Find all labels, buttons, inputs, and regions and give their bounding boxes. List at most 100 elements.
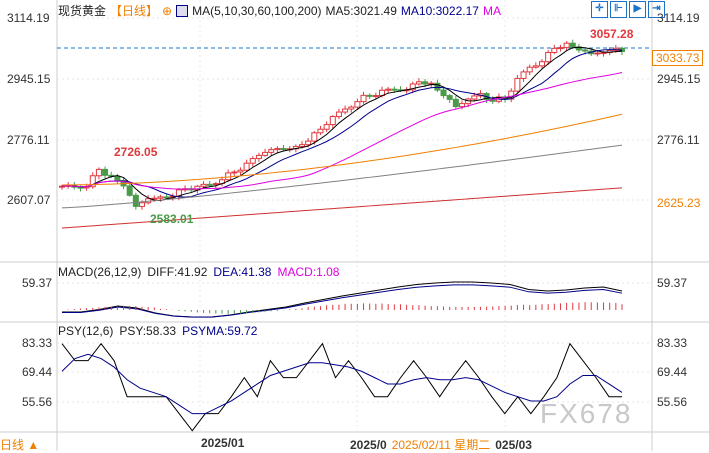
ma10-value: MA10:3022.17: [400, 3, 479, 18]
candle: [102, 168, 109, 176]
macd-dea: DEA:41.38: [213, 265, 272, 279]
psy-axis-right: 55.56: [657, 395, 688, 409]
ma60-line: [61, 113, 623, 186]
macd-value: MACD:1.08: [277, 265, 340, 279]
period-switch[interactable]: 日线 ▲: [0, 436, 39, 453]
ma60-value-label: 2625.23: [657, 196, 701, 210]
diff-line: [62, 281, 623, 318]
candle: [594, 52, 601, 55]
candle: [132, 194, 139, 207]
candle: [354, 101, 361, 108]
candle: [335, 111, 342, 118]
candle: [311, 132, 318, 142]
psy-axis-right: 83.33: [657, 336, 688, 350]
candle: [305, 140, 312, 146]
macd-diff: DIFF:41.92: [147, 265, 208, 279]
watermark-logo: FX678: [540, 398, 633, 429]
candle: [563, 42, 570, 49]
candle: [249, 158, 256, 164]
ma100-line: [61, 144, 623, 209]
candle: [342, 108, 349, 113]
ma5-line: [61, 46, 623, 202]
candle: [225, 172, 232, 181]
candle: [89, 175, 96, 188]
candle: [299, 144, 305, 147]
candle: [391, 88, 398, 91]
candle: [95, 168, 102, 177]
candle: [422, 81, 429, 85]
candle: [514, 77, 521, 92]
right-axis-label: 2776.11: [657, 133, 700, 147]
low-annotation: 2583.01: [150, 212, 194, 226]
current-price-box: 3033.73: [652, 50, 704, 66]
macd-label: MACD(26,12,9): [58, 265, 142, 279]
candle: [526, 66, 533, 73]
candle: [372, 95, 379, 98]
candle: [471, 95, 478, 100]
date-label: 2025/01: [201, 436, 245, 450]
macd-axis-left: 59.37: [22, 276, 53, 290]
instrument-title: 现货黄金: [58, 4, 107, 18]
candle: [545, 51, 552, 63]
next-icon[interactable]: ⇥: [648, 1, 665, 18]
psy-legend: PSY(12,6) PSY:58.33 PSYMA:59.72: [58, 324, 257, 338]
ma-settings-icon[interactable]: [176, 4, 189, 17]
candle: [440, 89, 447, 97]
psy-axis-left: 83.33: [22, 336, 53, 350]
chart-header: 现货黄金 【日线】 ⊕ MA(5,10,30,60,100,200) MA5:3…: [58, 2, 501, 19]
triangle-up-icon: ▲: [24, 438, 40, 452]
candle: [268, 149, 275, 153]
candle: [139, 202, 145, 207]
candle: [151, 197, 158, 200]
candle: [237, 169, 244, 173]
candle: [385, 88, 392, 91]
candle: [163, 196, 170, 199]
psy-value: PSY:58.33: [119, 324, 177, 338]
left-axis-label: 2607.07: [7, 193, 51, 207]
fit-icon[interactable]: ⊩: [610, 1, 627, 18]
ma5-value: MA5:3021.49: [325, 3, 397, 18]
candle: [360, 94, 367, 103]
psy-axis-left: 55.56: [22, 395, 53, 409]
candle: [569, 42, 576, 48]
candle: [323, 124, 330, 130]
crosshair-icon[interactable]: ✛: [591, 1, 608, 18]
candle: [231, 171, 238, 174]
play-icon[interactable]: ▶: [629, 1, 646, 18]
candle: [415, 81, 422, 85]
candle: [126, 185, 133, 196]
candle: [452, 98, 459, 108]
add-icon[interactable]: ⊕: [162, 3, 173, 18]
left-axis-label: 2945.15: [7, 72, 51, 86]
candle: [539, 61, 545, 67]
period-label[interactable]: 【日线】: [110, 4, 159, 18]
date-label: 025/03: [495, 437, 532, 452]
candle: [200, 183, 207, 187]
psy-label: PSY(12,6): [58, 324, 114, 338]
candle: [446, 95, 453, 100]
mid-high-annotation: 2726.05: [114, 145, 158, 159]
candle: [317, 128, 324, 134]
ma30-line: [61, 72, 623, 190]
candle: [157, 196, 164, 199]
psy-axis-right: 69.44: [657, 365, 688, 379]
candle: [409, 83, 416, 91]
psy-line: [61, 342, 622, 432]
candle: [532, 65, 539, 68]
left-axis-label: 3114.19: [7, 11, 50, 25]
candle: [274, 148, 281, 151]
right-axis-label: 2945.15: [657, 72, 701, 86]
candle: [280, 148, 287, 151]
cursor-date-label: 2025/02/11 星期二: [391, 438, 491, 452]
candle: [329, 116, 336, 126]
ma10-line: [61, 49, 623, 198]
candle: [114, 175, 121, 182]
candle: [434, 82, 441, 91]
candle: [557, 47, 564, 50]
candle: [600, 52, 607, 55]
ma-label: MA(5,10,30,60,100,200): [192, 3, 322, 18]
right-axis-label: 3114.19: [657, 11, 700, 25]
candle: [582, 49, 589, 52]
candle: [366, 94, 373, 97]
